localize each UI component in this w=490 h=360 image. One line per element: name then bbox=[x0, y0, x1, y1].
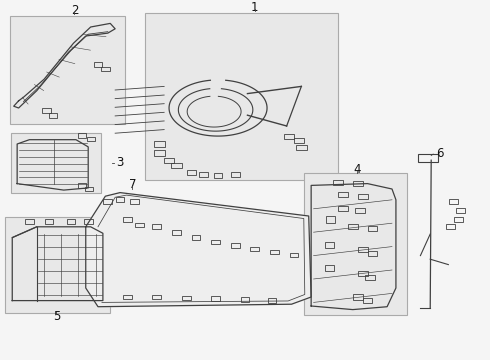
Bar bbox=[67, 219, 75, 224]
Bar bbox=[42, 108, 51, 112]
Bar bbox=[449, 199, 458, 204]
Bar bbox=[49, 113, 57, 117]
Bar bbox=[145, 13, 338, 180]
Bar bbox=[11, 133, 101, 193]
Bar bbox=[45, 219, 53, 224]
Bar bbox=[123, 294, 132, 300]
Bar bbox=[25, 219, 34, 224]
Bar bbox=[172, 230, 181, 235]
Bar bbox=[333, 180, 343, 185]
Text: 7: 7 bbox=[128, 178, 136, 191]
Bar bbox=[358, 247, 368, 252]
Bar bbox=[130, 199, 139, 204]
Bar bbox=[368, 226, 377, 231]
Bar bbox=[338, 206, 348, 211]
Bar bbox=[358, 271, 368, 276]
Bar bbox=[152, 225, 161, 229]
Polygon shape bbox=[86, 193, 311, 307]
Bar bbox=[164, 158, 174, 163]
Text: 6: 6 bbox=[436, 147, 443, 159]
Bar bbox=[85, 187, 93, 191]
Bar bbox=[154, 150, 165, 156]
Bar bbox=[231, 243, 240, 248]
Bar bbox=[296, 145, 307, 150]
Bar bbox=[116, 197, 124, 202]
Bar bbox=[338, 192, 348, 197]
Bar bbox=[135, 222, 144, 228]
Bar bbox=[446, 225, 455, 229]
Bar bbox=[241, 297, 249, 302]
Text: 5: 5 bbox=[52, 310, 60, 323]
Bar bbox=[154, 141, 165, 147]
Bar bbox=[304, 173, 407, 315]
Bar bbox=[123, 217, 132, 222]
Bar bbox=[418, 154, 438, 162]
Bar bbox=[101, 67, 110, 71]
Bar bbox=[5, 217, 110, 313]
Bar bbox=[353, 181, 363, 186]
Bar bbox=[182, 296, 191, 300]
Bar bbox=[358, 194, 368, 199]
Text: 2: 2 bbox=[71, 4, 78, 17]
Text: 1: 1 bbox=[251, 1, 259, 14]
Bar bbox=[290, 253, 298, 257]
Bar bbox=[365, 275, 375, 280]
Bar bbox=[353, 294, 363, 300]
Bar bbox=[84, 219, 93, 224]
Text: 4: 4 bbox=[353, 163, 361, 176]
Bar bbox=[456, 208, 465, 213]
Bar bbox=[78, 183, 86, 188]
Bar bbox=[284, 134, 294, 139]
Bar bbox=[294, 138, 304, 143]
Bar bbox=[10, 16, 125, 124]
Bar bbox=[103, 199, 112, 204]
Bar bbox=[363, 298, 372, 303]
Bar bbox=[211, 240, 220, 244]
Bar bbox=[325, 265, 334, 271]
Bar bbox=[87, 137, 95, 141]
Bar bbox=[368, 251, 377, 256]
Bar bbox=[454, 217, 463, 222]
Bar bbox=[250, 247, 259, 251]
Bar bbox=[268, 298, 276, 303]
Bar bbox=[214, 173, 222, 178]
Bar bbox=[192, 235, 200, 240]
Bar bbox=[199, 172, 208, 177]
Bar bbox=[94, 62, 102, 67]
Bar bbox=[152, 294, 161, 300]
Bar bbox=[326, 216, 335, 223]
Text: 3: 3 bbox=[117, 156, 124, 169]
Bar bbox=[171, 163, 182, 168]
Bar bbox=[270, 250, 279, 254]
Bar bbox=[325, 242, 334, 248]
Bar bbox=[348, 224, 358, 229]
Bar bbox=[231, 172, 240, 177]
Bar bbox=[211, 297, 220, 301]
Bar bbox=[187, 170, 196, 175]
Bar bbox=[355, 208, 365, 213]
Bar bbox=[78, 133, 86, 138]
